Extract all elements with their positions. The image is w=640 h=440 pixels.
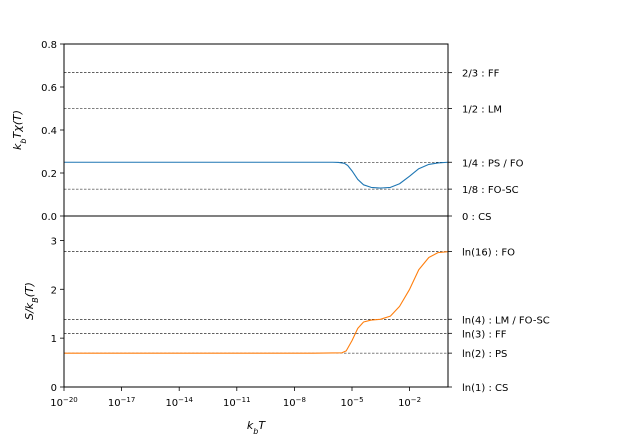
top-right-label: 1/2 : LM (462, 105, 502, 116)
bottom-right-label: ln(3) : FF (462, 329, 507, 340)
bottom-xtick-label: 10−14 (165, 396, 193, 409)
bottom-xtick-label: 10−11 (223, 396, 251, 409)
bottom-right-label: ln(1) : CS (462, 383, 508, 394)
bottom-xtick-label: 10−5 (340, 396, 363, 409)
bottom-ylabel: S/kB(T) (23, 282, 40, 320)
bottom-panel: 0 1 2 3 ln(16) : FO ln(4) : LM / FO-SC ln(3) … (23, 215, 550, 436)
top-axes-frame (63, 43, 449, 217)
top-ytick-label: 0.0 (41, 212, 57, 223)
bottom-series-line (64, 251, 449, 354)
bottom-axes-frame (63, 215, 449, 388)
bottom-ytick-label: 1 (51, 334, 57, 345)
bottom-xtick-label: 10−17 (108, 396, 136, 409)
bottom-ytick-label: 3 (51, 236, 57, 247)
top-ytick-label: 0.6 (41, 83, 57, 94)
bottom-right-label: ln(2) : PS (462, 349, 507, 360)
bottom-xlabel: kbT (247, 419, 266, 436)
bottom-ytick-label: 2 (51, 285, 57, 296)
bottom-xtick-label: 10−8 (283, 396, 306, 409)
top-ylabel: kbTχ(T) (11, 110, 28, 150)
top-right-label: 2/3 : FF (462, 69, 500, 80)
bottom-xtick-label: 10−20 (50, 396, 78, 409)
bottom-xtick-label: 10−2 (398, 396, 421, 409)
top-panel: 0.0 0.2 0.4 0.6 0.8 2/3 : FF 1/2 : LM 1/4 : PS… (11, 40, 524, 223)
top-right-label: 1/8 : FO-SC (462, 185, 519, 196)
top-right-label: 1/4 : PS / FO (462, 158, 524, 169)
bottom-right-label: ln(4) : LM / FO-SC (462, 315, 550, 326)
top-right-label: 0 : CS (462, 212, 491, 223)
top-ytick-label: 0.8 (41, 40, 57, 51)
bottom-ytick-label: 0 (51, 383, 57, 394)
top-ytick-label: 0.4 (41, 126, 57, 137)
top-ytick-label: 0.2 (41, 169, 57, 180)
bottom-right-label: ln(16) : FO (462, 248, 515, 259)
top-series-line (64, 161, 449, 189)
